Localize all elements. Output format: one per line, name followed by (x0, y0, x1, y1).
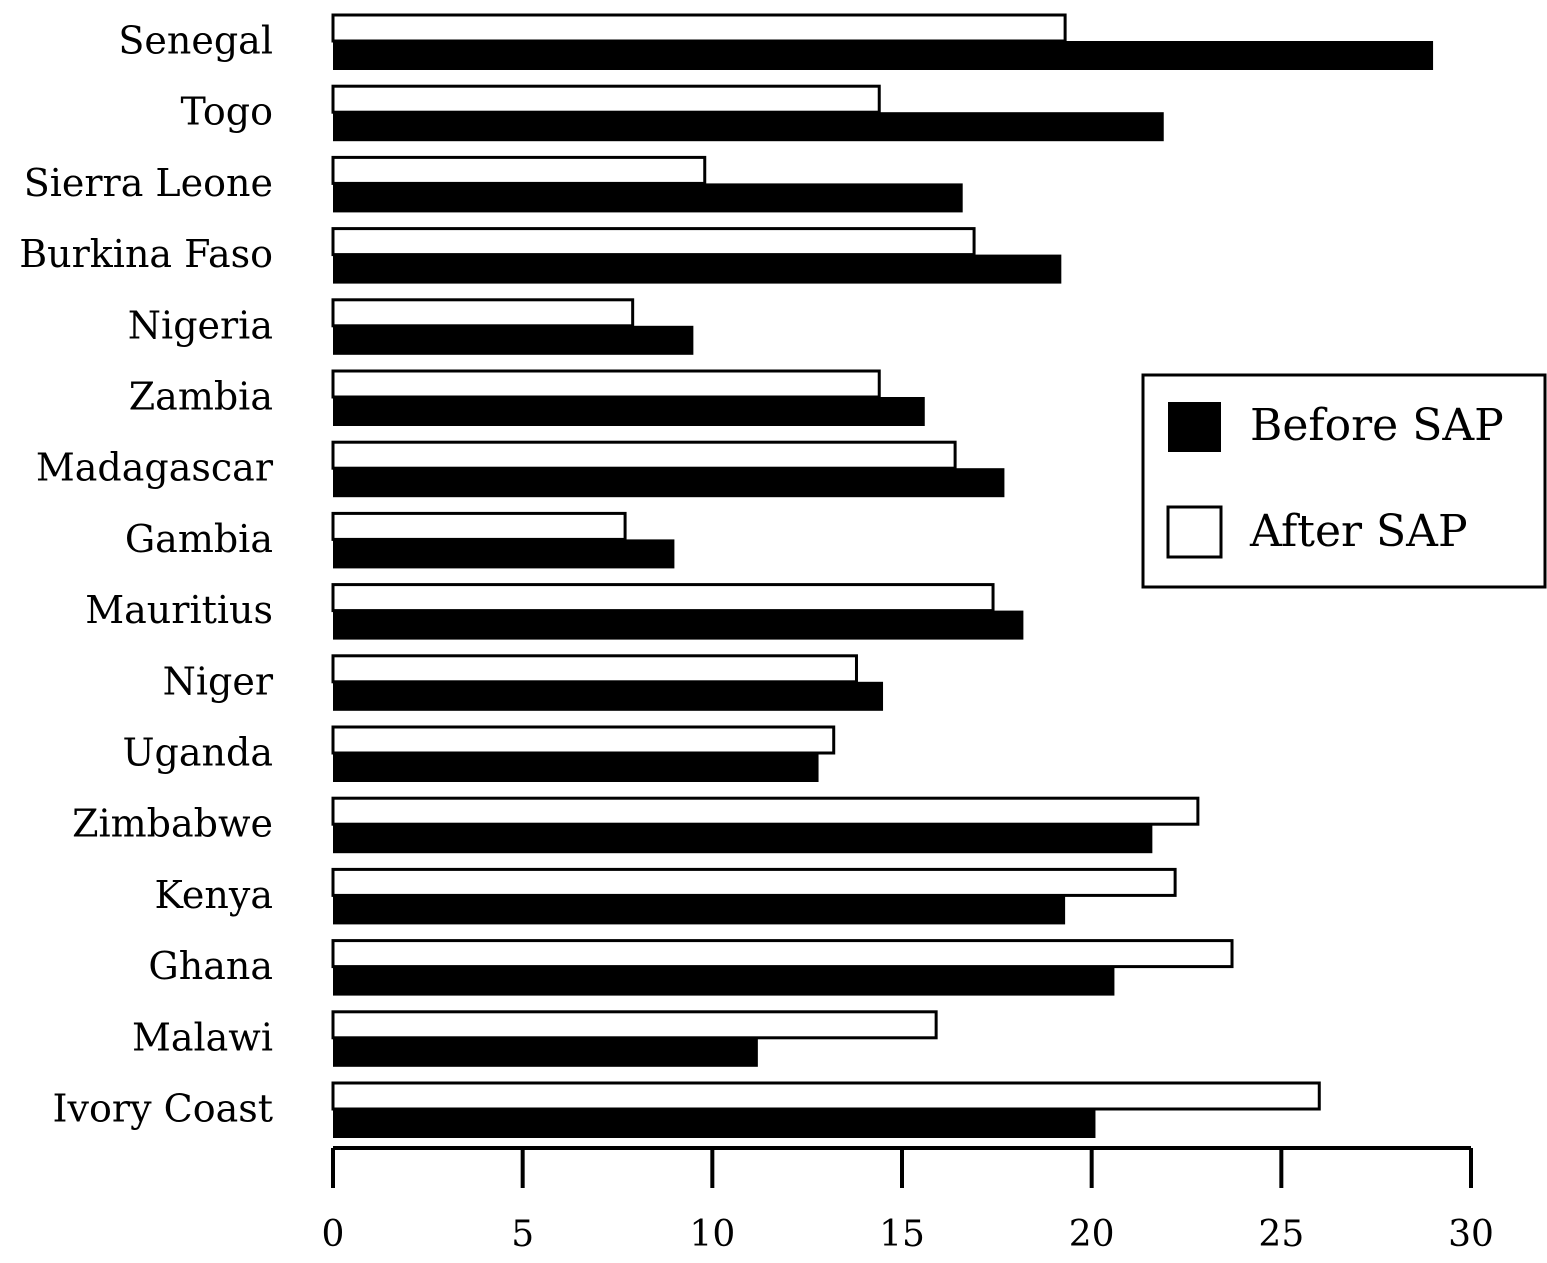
category-label: Zambia (129, 375, 273, 419)
legend-swatch-before-sap (1168, 402, 1221, 452)
category-label: Zimbabwe (72, 802, 273, 846)
bar-before-sap (333, 397, 925, 426)
legend-label-after-sap: After SAP (1249, 506, 1468, 557)
bar-before-sap (333, 966, 1115, 996)
bar-before-sap (333, 681, 884, 711)
x-tick-label: 5 (511, 1214, 534, 1255)
bar-after-sap (331, 1010, 938, 1040)
bar-before-sap (333, 41, 1434, 70)
category-label: Gambia (125, 517, 273, 561)
legend-label-before-sap: Before SAP (1250, 400, 1504, 451)
bar-after-sap (331, 1081, 1321, 1111)
bar-after-sap (331, 583, 995, 613)
bar-after-sap (331, 511, 627, 541)
category-label: Togo (181, 90, 273, 134)
bar-after-sap (331, 939, 1234, 969)
bar-before-sap (333, 610, 1024, 640)
category-label: Niger (163, 659, 274, 703)
bar-after-sap (331, 227, 976, 257)
bar-before-sap (333, 112, 1164, 142)
bar-after-sap (331, 440, 957, 470)
bar-before-sap (333, 183, 963, 213)
bar-before-sap (333, 753, 819, 782)
category-label: Burkina Faso (19, 232, 273, 276)
x-axis: 0 5 10 15 20 25 30 (322, 1146, 1494, 1255)
bar-before-sap (333, 254, 1062, 284)
bar-after-sap (331, 867, 1177, 897)
category-label: Madagascar (36, 446, 274, 490)
bar-before-sap (333, 539, 675, 569)
x-tick-label: 10 (689, 1214, 735, 1255)
bar-after-sap (331, 725, 836, 755)
category-labels: Senegal Togo Sierra Leone Burkina Faso Niger… (19, 19, 274, 1131)
category-label: Nigeria (128, 303, 273, 347)
category-label: Senegal (118, 19, 273, 63)
bar-before-sap (333, 325, 694, 355)
bar-after-sap (331, 13, 1067, 43)
category-label: Mauritius (85, 588, 273, 632)
bar-after-sap (331, 654, 858, 684)
bar-after-sap (331, 369, 881, 399)
bar-after-sap (331, 155, 707, 185)
x-tick-label: 25 (1258, 1214, 1304, 1255)
x-tick-label: 0 (322, 1214, 345, 1255)
legend-swatch-after-sap (1166, 505, 1223, 559)
bar-before-sap (333, 1037, 758, 1067)
x-tick-label: 30 (1448, 1214, 1494, 1255)
category-label: Malawi (132, 1015, 273, 1059)
bar-after-sap (331, 796, 1200, 826)
category-label: Kenya (155, 873, 273, 917)
bar-after-sap (331, 84, 881, 114)
legend: Before SAP After SAP (1141, 373, 1547, 589)
category-label: Sierra Leone (24, 161, 273, 205)
category-label: Uganda (123, 731, 273, 775)
bars-layer (331, 13, 1434, 1138)
bar-after-sap (331, 298, 635, 328)
bar-before-sap (333, 468, 1005, 498)
x-tick-label: 15 (879, 1214, 925, 1255)
category-label: Ivory Coast (53, 1087, 273, 1131)
x-tick-label: 20 (1069, 1214, 1115, 1255)
bar-before-sap (333, 824, 1153, 854)
bar-before-sap (333, 1109, 1096, 1138)
category-label: Ghana (148, 944, 273, 988)
bar-before-sap (333, 895, 1066, 925)
